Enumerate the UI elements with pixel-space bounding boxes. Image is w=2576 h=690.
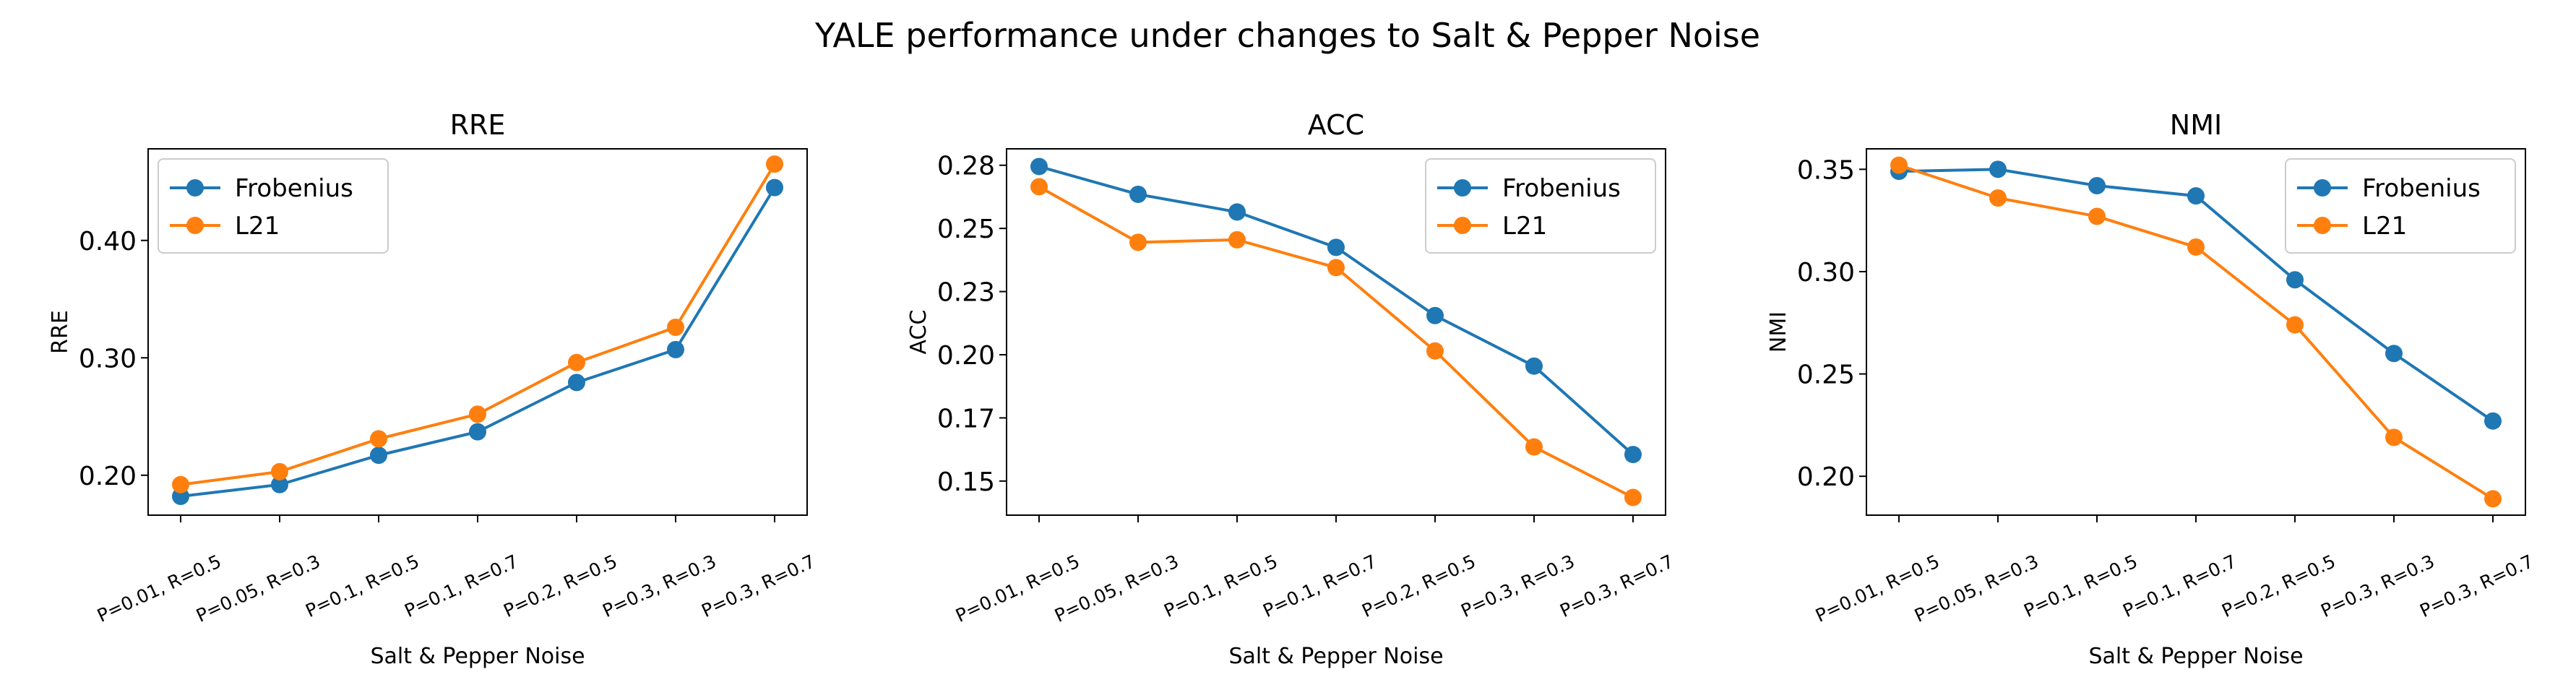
data-point [1030, 178, 1048, 196]
data-point [1624, 446, 1642, 464]
data-point [1525, 438, 1543, 456]
data-point [2088, 207, 2106, 225]
x-axis-label: Salt & Pepper Noise [1228, 644, 1443, 669]
data-point [370, 430, 387, 448]
data-point [1327, 259, 1345, 277]
data-point [1525, 357, 1543, 375]
data-point [2484, 490, 2502, 508]
axes-title: RRE [450, 109, 506, 141]
data-point [271, 475, 288, 493]
data-point [2385, 428, 2403, 447]
y-tick-label: 0.20 [1797, 462, 1855, 492]
legend-frame [158, 158, 389, 254]
data-point [1624, 488, 1642, 506]
data-point [667, 340, 684, 358]
data-point [1989, 189, 2007, 207]
data-point [2187, 187, 2205, 205]
x-axis-label: Salt & Pepper Noise [370, 644, 585, 669]
legend-marker [2314, 217, 2331, 234]
data-point [1327, 238, 1345, 256]
x-axis-label: Salt & Pepper Noise [2088, 644, 2303, 669]
data-point [766, 155, 783, 173]
data-point [2286, 316, 2304, 334]
series-l21 [1890, 156, 2502, 508]
legend: Frobenius L21 [158, 158, 389, 254]
data-point [667, 319, 684, 336]
legend-label: Frobenius [1502, 174, 1621, 203]
data-point [1129, 185, 1147, 203]
y-tick-label: 0.28 [937, 152, 995, 181]
data-point [1989, 160, 2007, 178]
series-frobenius [172, 178, 783, 505]
legend-frame [1425, 158, 1656, 254]
legend: Frobenius L21 [1425, 158, 1656, 254]
y-tick-label: 0.40 [79, 227, 137, 256]
y-tick-label: 0.25 [1797, 361, 1855, 390]
data-point [766, 178, 783, 197]
data-point [2484, 412, 2502, 430]
legend-frame [2285, 158, 2516, 254]
legend-marker [186, 179, 204, 197]
data-point [1129, 233, 1147, 251]
data-point [172, 475, 189, 493]
y-tick-label: 0.20 [937, 341, 995, 371]
data-point [1890, 156, 1908, 174]
series-l21 [1030, 178, 1642, 506]
data-point [1228, 230, 1246, 249]
y-tick-label: 0.35 [1797, 155, 1855, 185]
series-l21 [172, 155, 783, 493]
y-axis-label: ACC [906, 310, 931, 355]
figure-title: YALE performance under changes to Salt &… [814, 16, 1760, 55]
legend-marker [1454, 179, 1471, 197]
data-point [1030, 158, 1048, 176]
data-point [568, 374, 585, 392]
y-axis-label: NMI [1766, 311, 1791, 353]
data-point [2088, 176, 2106, 194]
data-point [1426, 342, 1444, 360]
y-tick-label: 0.17 [937, 404, 995, 434]
data-point [2385, 345, 2403, 363]
y-tick-label: 0.30 [1797, 258, 1855, 288]
y-tick-label: 0.15 [937, 467, 995, 497]
data-point [2187, 238, 2205, 256]
y-tick-label: 0.20 [79, 462, 137, 491]
legend-marker [2314, 179, 2331, 197]
data-point [1228, 203, 1246, 221]
data-point [1426, 306, 1444, 324]
data-point [469, 405, 486, 423]
y-tick-label: 0.30 [79, 344, 137, 374]
data-point [568, 353, 585, 371]
axes-title: NMI [2170, 109, 2222, 141]
data-point [370, 447, 387, 465]
legend-marker [1454, 217, 1471, 234]
legend-label: Frobenius [235, 174, 353, 203]
legend-label: Frobenius [2362, 174, 2481, 203]
legend-marker [186, 217, 204, 234]
legend-label: L21 [2362, 212, 2407, 241]
data-point [469, 423, 486, 441]
y-tick-label: 0.23 [937, 278, 995, 308]
data-point [2286, 271, 2304, 289]
legend-label: L21 [235, 212, 280, 241]
axes-title: ACC [1308, 109, 1364, 141]
y-axis-label: RRE [48, 310, 73, 354]
legend-label: L21 [1502, 212, 1547, 241]
y-tick-label: 0.25 [937, 215, 995, 244]
data-point [271, 462, 288, 480]
series-frobenius [1030, 158, 1642, 464]
legend: Frobenius L21 [2285, 158, 2516, 254]
